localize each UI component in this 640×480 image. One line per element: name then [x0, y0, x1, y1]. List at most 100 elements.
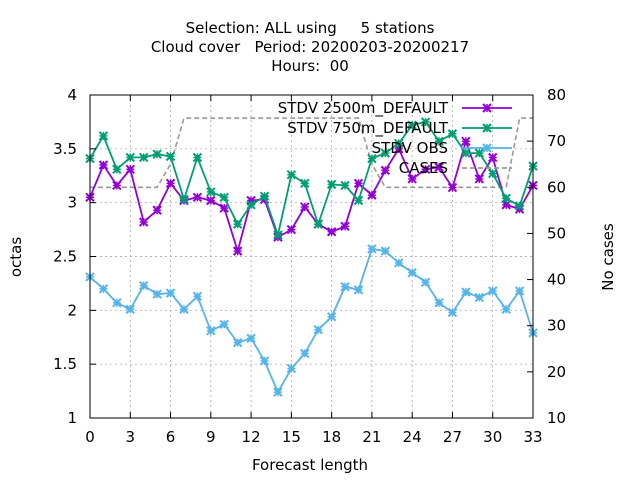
data-point	[488, 286, 498, 296]
data-point	[273, 230, 283, 240]
y-tick-label: 4	[67, 86, 77, 104]
data-point	[246, 200, 256, 210]
data-point	[300, 178, 310, 188]
data-point	[232, 219, 243, 229]
data-point	[353, 178, 364, 188]
x-tick-label: 24	[403, 428, 422, 446]
data-point	[192, 291, 203, 302]
data-point	[232, 246, 243, 256]
y-tick-label: 3.5	[53, 140, 77, 158]
data-point	[138, 280, 149, 291]
data-point	[407, 267, 417, 278]
data-point	[488, 152, 498, 163]
data-point	[340, 281, 350, 292]
data-point	[152, 289, 162, 299]
data-point	[206, 195, 216, 206]
data-point	[434, 136, 444, 147]
series-line	[89, 247, 534, 395]
data-point	[482, 123, 492, 133]
x-tick-label: 12	[242, 428, 261, 446]
chart-title-line: Cloud cover Period: 20200203-20200217	[151, 38, 469, 56]
axes-ticks: 0 3 6 9 12 15 18 21 24 27 30 33 1 1.5 2 2.5 3 3.5 4 10 20 30 4…	[53, 86, 566, 446]
data-point	[259, 356, 270, 366]
series-line	[89, 138, 534, 255]
x-tick-label: 6	[166, 428, 176, 446]
data-point	[434, 298, 444, 308]
legend-entry: CASES	[399, 159, 512, 177]
data-point	[273, 387, 283, 397]
y2-tick-label: 50	[547, 224, 566, 242]
data-point	[286, 169, 297, 180]
legend-label: STDV OBS	[372, 139, 448, 157]
data-point	[179, 194, 189, 205]
data-point	[98, 131, 109, 141]
data-point	[380, 246, 391, 256]
data-point	[420, 277, 431, 288]
y2-tick-label: 80	[547, 86, 566, 104]
data-point	[326, 227, 337, 237]
data-point	[461, 287, 471, 297]
x-tick-label: 33	[523, 428, 542, 446]
data-point	[192, 152, 203, 163]
data-point	[300, 202, 310, 212]
data-point	[340, 180, 350, 191]
y-tick-label: 1.5	[53, 355, 77, 373]
legend-label: STDV 2500m_DEFAULT	[278, 99, 449, 118]
data-point	[179, 304, 189, 314]
legend-label: STDV 750m_DEFAULT	[287, 119, 449, 138]
data-point	[165, 151, 176, 162]
data-point	[488, 168, 498, 179]
data-point	[394, 258, 404, 268]
data-point	[112, 298, 122, 308]
data-point	[367, 244, 377, 254]
data-point	[286, 363, 297, 374]
data-point	[206, 187, 216, 197]
y2-tick-label: 30	[547, 317, 566, 335]
series-stdv-750m-default	[85, 117, 538, 240]
data-point	[514, 286, 525, 296]
x-tick-label: 21	[362, 428, 381, 446]
series-cases	[90, 117, 533, 189]
data-point	[112, 180, 122, 191]
data-point	[340, 221, 350, 232]
data-point	[152, 205, 162, 215]
data-point	[232, 337, 243, 348]
series-line	[90, 117, 533, 189]
legend-entry: STDV OBS	[372, 139, 512, 157]
y-axis-label: octas	[7, 237, 25, 277]
data-point	[501, 193, 511, 204]
data-point	[407, 174, 417, 184]
data-point	[112, 164, 122, 174]
data-point	[380, 165, 391, 176]
series-stdv-obs	[85, 244, 538, 397]
data-point	[474, 174, 485, 184]
data-point	[98, 160, 109, 170]
y2-tick-label: 10	[547, 409, 566, 427]
legend-entry: STDV 750m_DEFAULT	[287, 119, 512, 138]
y-tick-label: 2.5	[53, 248, 77, 266]
data-point	[420, 164, 431, 174]
x-tick-label: 9	[206, 428, 216, 446]
y2-axis-label: No cases	[599, 223, 617, 291]
data-point	[326, 179, 337, 190]
data-point	[138, 152, 149, 163]
data-point	[353, 285, 364, 295]
data-point	[152, 149, 162, 159]
x-tick-label: 15	[282, 428, 301, 446]
data-point	[353, 195, 364, 206]
data-point	[482, 143, 492, 153]
data-point	[326, 312, 337, 322]
data-point	[138, 217, 149, 227]
y2-tick-label: 60	[547, 178, 566, 196]
y2-tick-label: 20	[547, 363, 566, 381]
data-point	[219, 319, 229, 330]
x-tick-label: 3	[125, 428, 135, 446]
data-point	[125, 304, 135, 314]
data-point	[447, 307, 458, 318]
data-point	[407, 120, 417, 130]
x-tick-label: 27	[443, 428, 462, 446]
data-point	[474, 292, 485, 303]
x-tick-label: 30	[483, 428, 502, 446]
data-point	[367, 190, 377, 200]
